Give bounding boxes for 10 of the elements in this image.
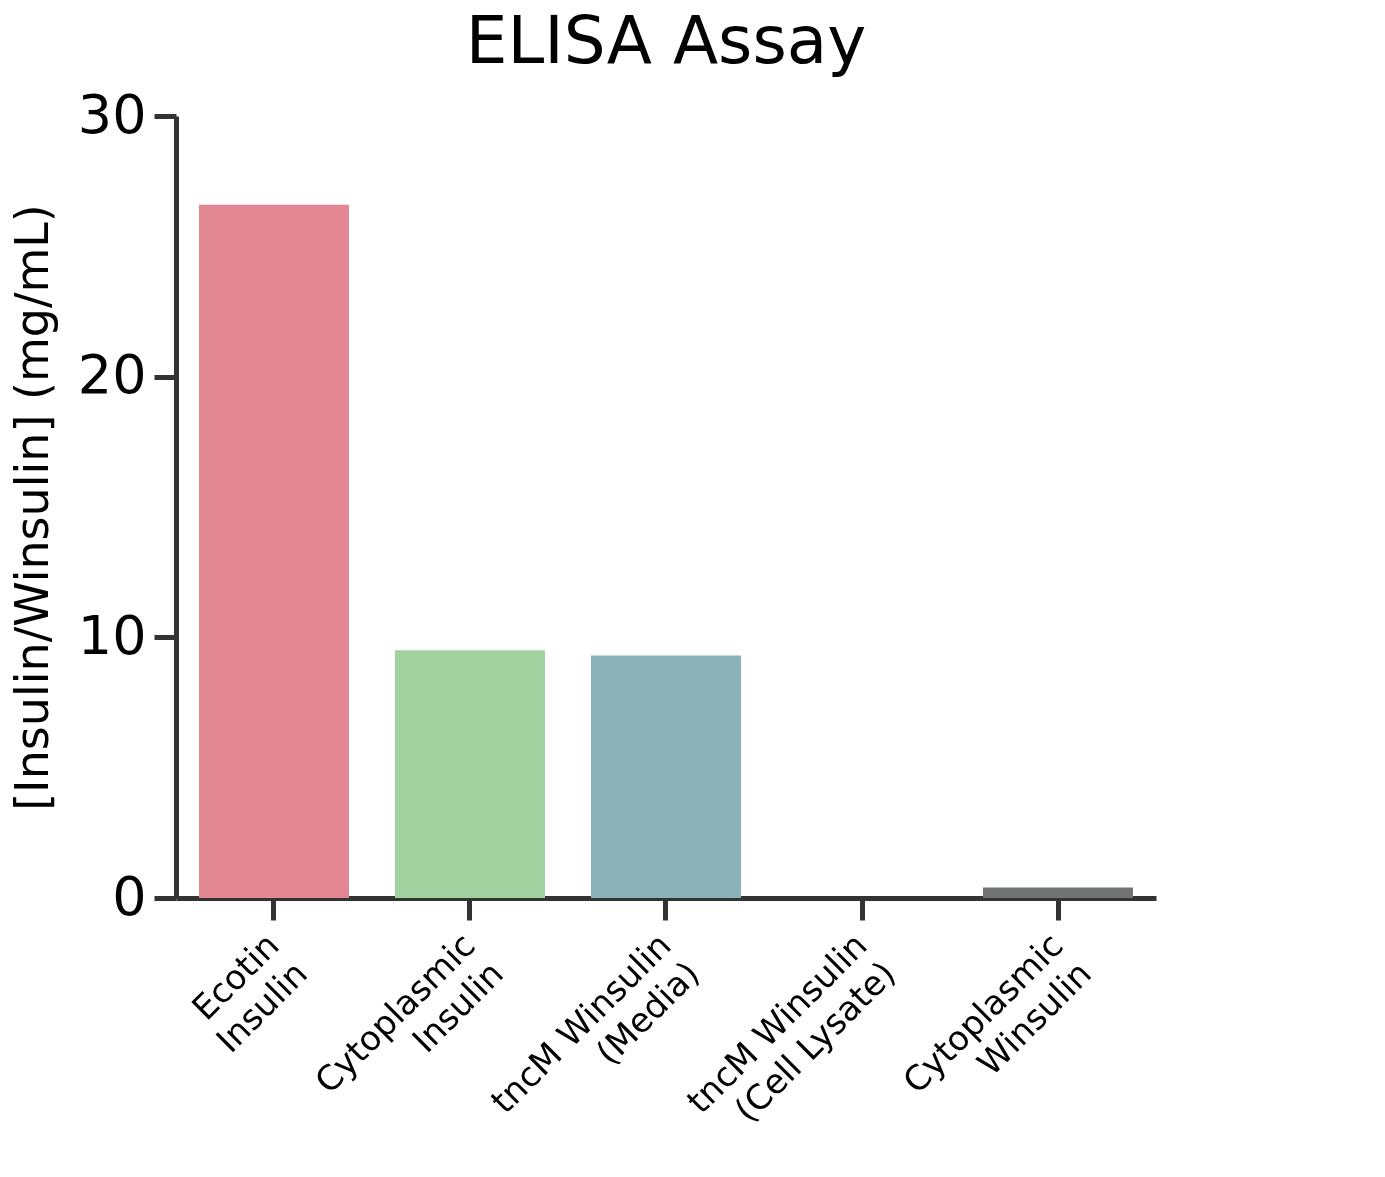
y-tick-label: 0 [112,864,147,928]
bar [591,655,741,898]
y-tick-label: 10 [77,603,147,667]
y-axis-title: [Insulin/Winsulin] (mg/mL) [4,204,59,811]
y-tick-label: 30 [77,82,147,146]
chart-title: ELISA Assay [465,2,867,79]
y-tick-label: 20 [77,343,147,407]
bar [199,204,349,898]
bar [395,650,545,898]
bar [983,887,1133,898]
